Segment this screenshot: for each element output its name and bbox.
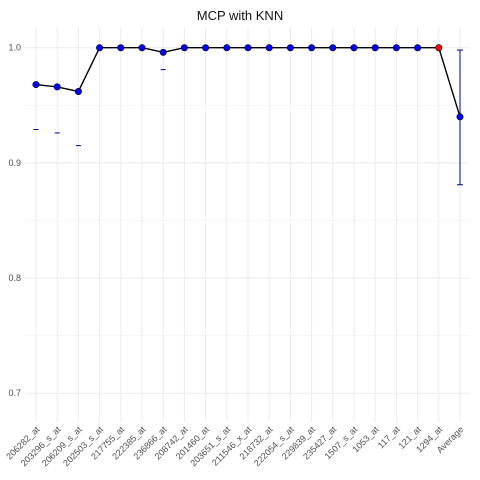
data-point xyxy=(308,44,316,52)
y-tick-label: 0.9 xyxy=(8,158,21,168)
y-tick-label: 1.0 xyxy=(8,43,21,53)
y-tick-label: 0.8 xyxy=(8,273,21,283)
data-point xyxy=(180,44,188,52)
data-point xyxy=(223,44,231,52)
data-point xyxy=(244,44,252,52)
chart-title: MCP with KNN xyxy=(197,8,283,23)
data-point xyxy=(286,44,294,52)
data-point xyxy=(53,83,61,91)
data-point xyxy=(414,44,422,52)
data-point xyxy=(350,44,358,52)
data-point xyxy=(329,44,337,52)
data-point xyxy=(392,44,400,52)
data-point xyxy=(202,44,210,52)
data-point xyxy=(159,48,167,56)
data-point xyxy=(32,81,40,89)
data-point xyxy=(96,44,104,52)
y-tick-label: 0.7 xyxy=(8,388,21,398)
data-point xyxy=(117,44,125,52)
data-point xyxy=(138,44,146,52)
data-point xyxy=(371,44,379,52)
data-point xyxy=(265,44,273,52)
data-point xyxy=(435,44,443,52)
data-point xyxy=(456,113,464,121)
data-point xyxy=(74,87,82,95)
